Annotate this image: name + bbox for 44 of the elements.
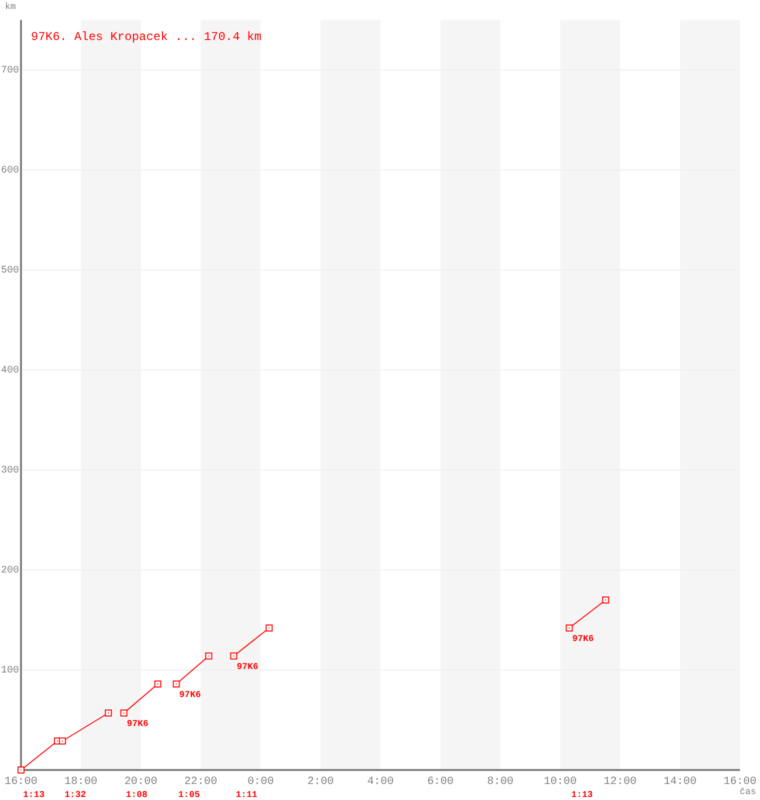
x-tick-label: 10:00 <box>544 776 577 788</box>
x-tick-label: 12:00 <box>604 776 637 788</box>
y-tick-label: 500 <box>0 266 19 277</box>
annotation: 97K6 <box>126 719 148 729</box>
x-tick-label: 20:00 <box>124 776 158 788</box>
x-tick-label: 0:00 <box>247 776 274 788</box>
annotation: 97K6 <box>236 662 258 672</box>
x-tick-label: 6:00 <box>427 776 454 788</box>
x-tick-label: 4:00 <box>367 776 394 788</box>
y-tick-label: 200 <box>0 566 19 577</box>
point <box>266 624 273 632</box>
x-tick-label: 16:00 <box>723 776 757 788</box>
point <box>104 710 112 716</box>
annotation: 97K6 <box>179 690 201 700</box>
point <box>602 596 610 604</box>
x-tick-label: 14:00 <box>664 776 697 788</box>
point <box>120 710 128 716</box>
x-axis-title: čas <box>740 787 756 797</box>
point <box>205 652 212 660</box>
y-tick-label: 600 <box>0 166 19 177</box>
x-tick-label: 18:00 <box>64 776 98 788</box>
y-tick-label: 300 <box>0 466 19 477</box>
point <box>230 652 238 660</box>
text: 1:13 <box>23 790 45 800</box>
y-tick-label: 100 <box>0 666 19 677</box>
point <box>172 680 180 688</box>
point <box>566 624 573 632</box>
y-tick-label: 400 <box>0 366 19 377</box>
x-tick-label: 8:00 <box>487 776 514 788</box>
text: 1:08 <box>126 790 148 800</box>
annotation: 97K6 <box>572 634 594 644</box>
x-tick-label: 2:00 <box>307 776 334 788</box>
text: 97K6. Ales Kropacek ... 170.4 km <box>31 30 262 44</box>
x-tick-label: 16:00 <box>4 776 38 788</box>
point <box>154 680 162 688</box>
text: 1:32 <box>64 790 86 800</box>
y-tick-label: 700 <box>0 66 19 77</box>
point <box>58 738 66 744</box>
text: 1:11 <box>236 790 258 800</box>
y-axis-title: km <box>5 2 16 12</box>
point <box>18 766 24 774</box>
text: 1:13 <box>571 790 593 800</box>
x-tick-label: 22:00 <box>184 776 218 788</box>
text: 1:05 <box>178 790 200 800</box>
